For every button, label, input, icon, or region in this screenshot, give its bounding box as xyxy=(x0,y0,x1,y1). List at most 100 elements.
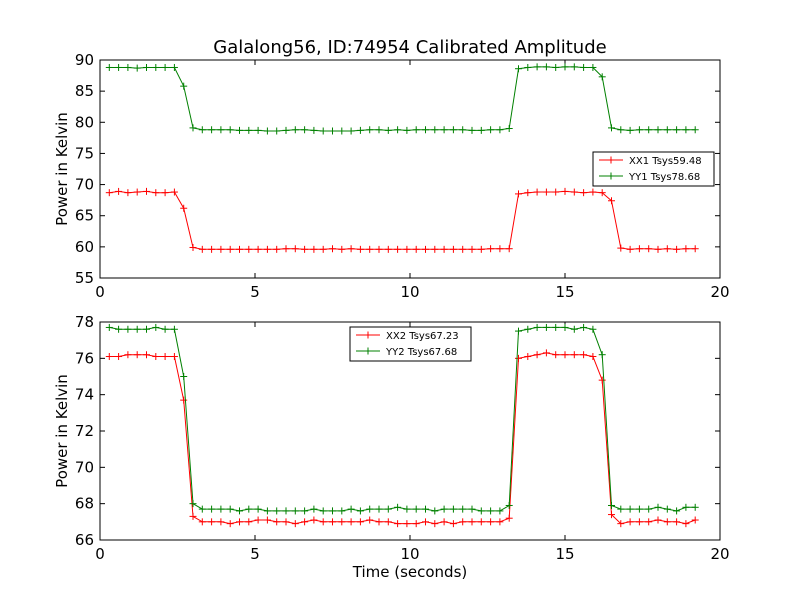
legend-item: YY2 Tsys67.68 xyxy=(356,347,457,358)
data-point-marker xyxy=(449,505,457,513)
data-point-marker xyxy=(552,351,560,359)
data-point-marker xyxy=(245,126,253,134)
data-point-marker xyxy=(282,507,290,515)
data-point-marker xyxy=(394,503,402,511)
data-point-marker xyxy=(366,516,374,524)
data-point-marker xyxy=(273,507,281,515)
x-tick-label: 15 xyxy=(555,545,574,563)
data-point-marker xyxy=(301,507,309,515)
data-point-marker xyxy=(412,245,420,253)
data-point-marker xyxy=(533,188,541,196)
data-point-marker xyxy=(673,245,681,253)
data-point-marker xyxy=(236,518,243,526)
legend-item: YY1 Tsys78.68 xyxy=(599,172,700,183)
y-tick-label: 74 xyxy=(75,386,94,404)
data-point-marker xyxy=(515,354,522,362)
data-point-marker xyxy=(608,511,615,519)
data-point-marker xyxy=(542,349,550,357)
data-point-marker xyxy=(329,245,336,253)
data-point-marker xyxy=(542,323,550,331)
legend: XX1 Tsys59.48 YY1 Tsys78.68 xyxy=(592,151,715,187)
data-point-marker xyxy=(236,507,243,515)
y-tick-label: 66 xyxy=(75,531,94,549)
data-point-marker xyxy=(338,245,346,253)
data-point-marker xyxy=(505,125,513,133)
data-point-marker xyxy=(580,189,588,197)
data-point-marker xyxy=(589,63,597,71)
data-point-marker xyxy=(431,507,439,515)
data-point-marker xyxy=(608,124,615,132)
data-point-marker xyxy=(570,351,578,359)
data-point-marker xyxy=(598,376,606,384)
data-point-marker xyxy=(552,323,560,331)
data-point-marker xyxy=(608,501,615,509)
y-tick-label: 70 xyxy=(75,176,94,194)
data-point-marker xyxy=(161,325,169,333)
data-point-marker xyxy=(505,501,513,509)
data-point-marker xyxy=(124,325,132,333)
data-point-marker xyxy=(561,187,569,195)
y-tick-label: 80 xyxy=(75,113,94,131)
data-point-marker xyxy=(515,190,522,198)
data-point-marker xyxy=(291,507,299,515)
data-point-marker xyxy=(487,507,495,515)
y-tick-label: 60 xyxy=(75,238,94,256)
data-point-marker xyxy=(356,126,364,134)
data-point-marker xyxy=(542,188,550,196)
data-point-marker xyxy=(682,245,690,253)
y-tick-label: 90 xyxy=(75,51,94,69)
data-point-marker xyxy=(682,520,690,528)
data-point-marker xyxy=(263,127,271,135)
x-tick-label: 5 xyxy=(250,283,260,301)
y-tick-label: 75 xyxy=(75,144,94,162)
data-point-marker xyxy=(189,243,197,251)
data-point-marker xyxy=(589,353,597,361)
data-point-marker xyxy=(617,126,625,134)
data-point-marker xyxy=(384,126,392,134)
data-point-marker xyxy=(115,187,123,195)
data-point-marker xyxy=(617,505,625,513)
data-point-marker xyxy=(626,126,634,134)
data-point-marker xyxy=(208,518,216,526)
data-point-marker xyxy=(422,505,429,513)
data-point-marker xyxy=(217,245,225,253)
data-point-marker xyxy=(412,126,420,134)
y-tick-label: 70 xyxy=(75,458,94,476)
data-point-marker xyxy=(422,245,429,253)
data-point-marker xyxy=(691,503,699,511)
data-point-marker xyxy=(133,351,141,359)
data-point-marker xyxy=(468,505,476,513)
data-point-marker xyxy=(477,245,485,253)
data-point-marker xyxy=(282,245,290,253)
x-tick-label: 20 xyxy=(710,545,729,563)
data-point-marker xyxy=(580,323,588,331)
data-point-marker xyxy=(263,507,271,515)
data-point-marker xyxy=(236,126,243,134)
series-line xyxy=(109,326,696,512)
y-axis-label: Power in Kelvin xyxy=(53,112,71,226)
data-point-marker xyxy=(170,63,178,71)
x-tick-label: 10 xyxy=(400,283,419,301)
data-point-marker xyxy=(161,63,169,71)
data-point-marker xyxy=(403,505,411,513)
data-point-marker xyxy=(431,245,439,253)
data-point-marker xyxy=(301,245,309,253)
data-point-marker xyxy=(366,505,374,513)
y-tick-label: 65 xyxy=(75,207,94,225)
legend: XX2 Tsys67.23 YY2 Tsys67.68 xyxy=(349,326,472,362)
data-point-marker xyxy=(496,126,504,134)
data-point-marker xyxy=(189,124,197,132)
y-tick-label: 78 xyxy=(75,313,94,331)
data-point-marker xyxy=(254,245,262,253)
data-point-marker xyxy=(152,323,160,331)
data-point-marker xyxy=(487,245,495,253)
data-point-marker xyxy=(180,204,188,212)
data-point-marker xyxy=(673,518,681,526)
data-point-marker xyxy=(338,127,346,135)
y-tick-label: 55 xyxy=(75,269,94,287)
series-line xyxy=(109,190,696,250)
y-tick-label: 85 xyxy=(75,82,94,100)
data-point-marker xyxy=(626,245,634,253)
data-point-marker xyxy=(245,245,253,253)
